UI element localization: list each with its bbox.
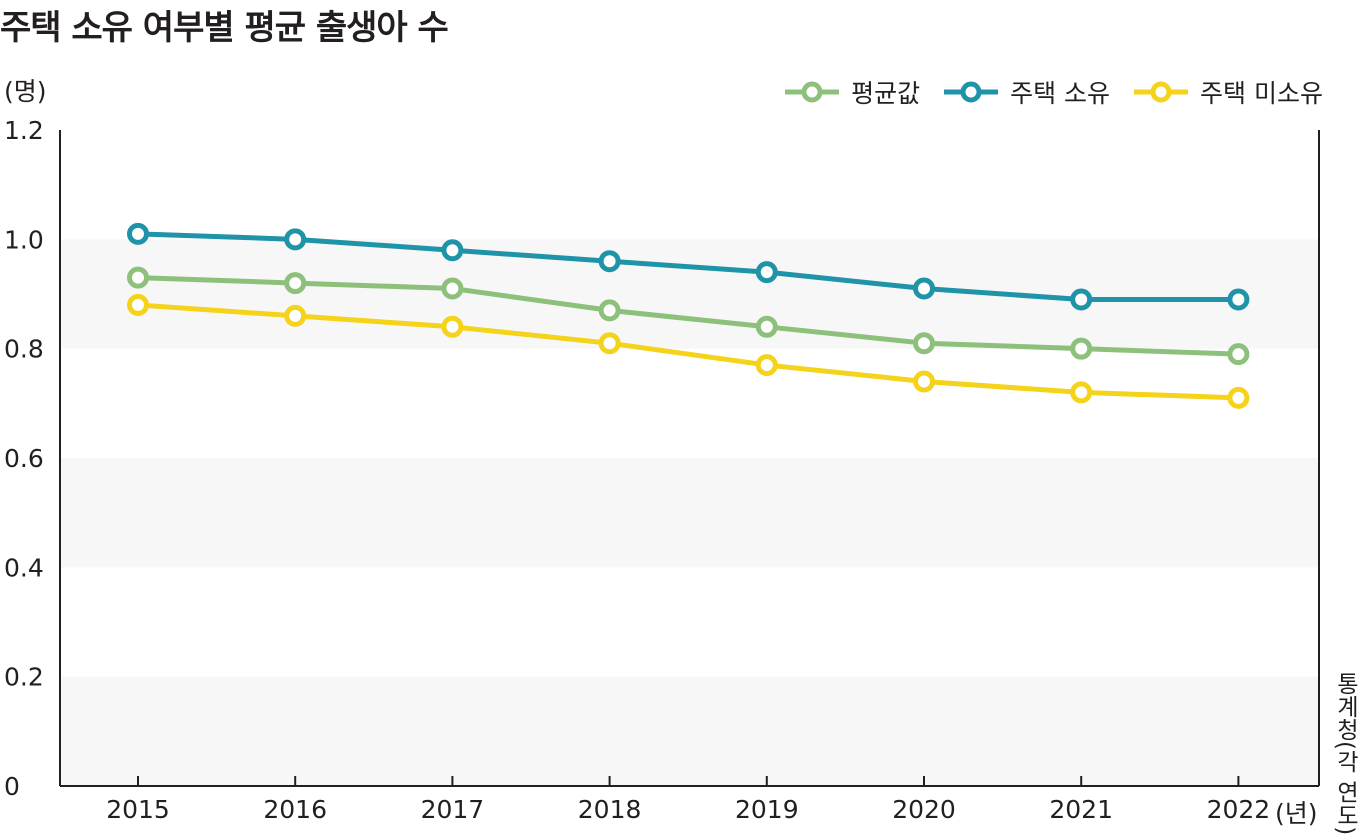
legend-item-non-homeowner: 주택 미소유 xyxy=(1132,74,1323,110)
data-point-0 xyxy=(127,266,149,289)
y-tick-label: 1.2 xyxy=(4,116,44,145)
data-point-0 xyxy=(755,315,778,338)
chart-title: 주택 소유 여부별 평균 출생아 수 xyxy=(0,8,449,48)
legend-swatch-homeowner xyxy=(944,81,999,103)
x-tick-label: 2019 xyxy=(735,795,799,824)
grid-band xyxy=(60,239,1319,349)
data-point-2 xyxy=(755,354,778,377)
data-point-2 xyxy=(127,293,149,316)
data-point-0 xyxy=(441,277,464,300)
data-point-2 xyxy=(441,315,464,338)
data-point-1 xyxy=(755,261,778,284)
x-tick-label: 2021 xyxy=(1049,795,1113,824)
data-point-0 xyxy=(913,332,935,355)
x-tick-label: 2016 xyxy=(263,795,327,824)
x-tick-label: 2020 xyxy=(892,795,956,824)
legend: 평균값 주택 소유 주택 미소유 xyxy=(783,74,1323,110)
x-tick-label: 2022 xyxy=(1207,795,1271,824)
x-axis-unit: (년) xyxy=(1275,799,1318,828)
data-point-1 xyxy=(127,222,149,245)
data-point-2 xyxy=(913,370,935,393)
x-tick-label: 2018 xyxy=(578,795,642,824)
data-point-1 xyxy=(441,239,464,262)
legend-label-non-homeowner: 주택 미소유 xyxy=(1200,79,1323,108)
data-point-0 xyxy=(1227,343,1250,366)
source-note: 통계청(각 연도) xyxy=(1332,672,1358,835)
series-line-2 xyxy=(135,302,1241,401)
y-axis-unit: (명) xyxy=(4,77,47,106)
series-line-1 xyxy=(135,231,1241,302)
data-point-1 xyxy=(284,228,307,251)
data-point-0 xyxy=(598,299,621,322)
y-tick-label: 1.0 xyxy=(4,225,44,254)
legend-label-average: 평균값 xyxy=(851,79,921,108)
grid-band xyxy=(60,676,1319,786)
y-tick-label: 0.2 xyxy=(4,663,44,692)
data-point-0 xyxy=(1070,337,1093,360)
y-tick-label: 0 xyxy=(4,772,20,801)
data-point-1 xyxy=(1227,288,1250,311)
grid-band xyxy=(60,458,1319,568)
legend-swatch-average xyxy=(785,81,840,103)
data-point-1 xyxy=(598,250,621,273)
x-tick-label: 2017 xyxy=(421,795,485,824)
y-tick-label: 0.8 xyxy=(4,335,44,364)
series-line-0 xyxy=(135,275,1241,357)
data-point-1 xyxy=(1070,288,1093,311)
data-point-2 xyxy=(1227,386,1250,409)
data-point-1 xyxy=(913,277,935,300)
legend-item-homeowner: 주택 소유 xyxy=(942,74,1110,110)
y-tick-label: 0.6 xyxy=(4,444,44,473)
data-point-2 xyxy=(1070,381,1093,404)
y-tick-label: 0.4 xyxy=(4,553,44,582)
data-point-0 xyxy=(284,272,307,295)
data-point-2 xyxy=(598,332,621,355)
legend-label-homeowner: 주택 소유 xyxy=(1010,79,1111,108)
legend-item-average: 평균값 xyxy=(783,74,920,110)
legend-swatch-non-homeowner xyxy=(1134,81,1189,103)
x-tick-label: 2015 xyxy=(106,795,170,824)
data-point-2 xyxy=(284,304,307,327)
